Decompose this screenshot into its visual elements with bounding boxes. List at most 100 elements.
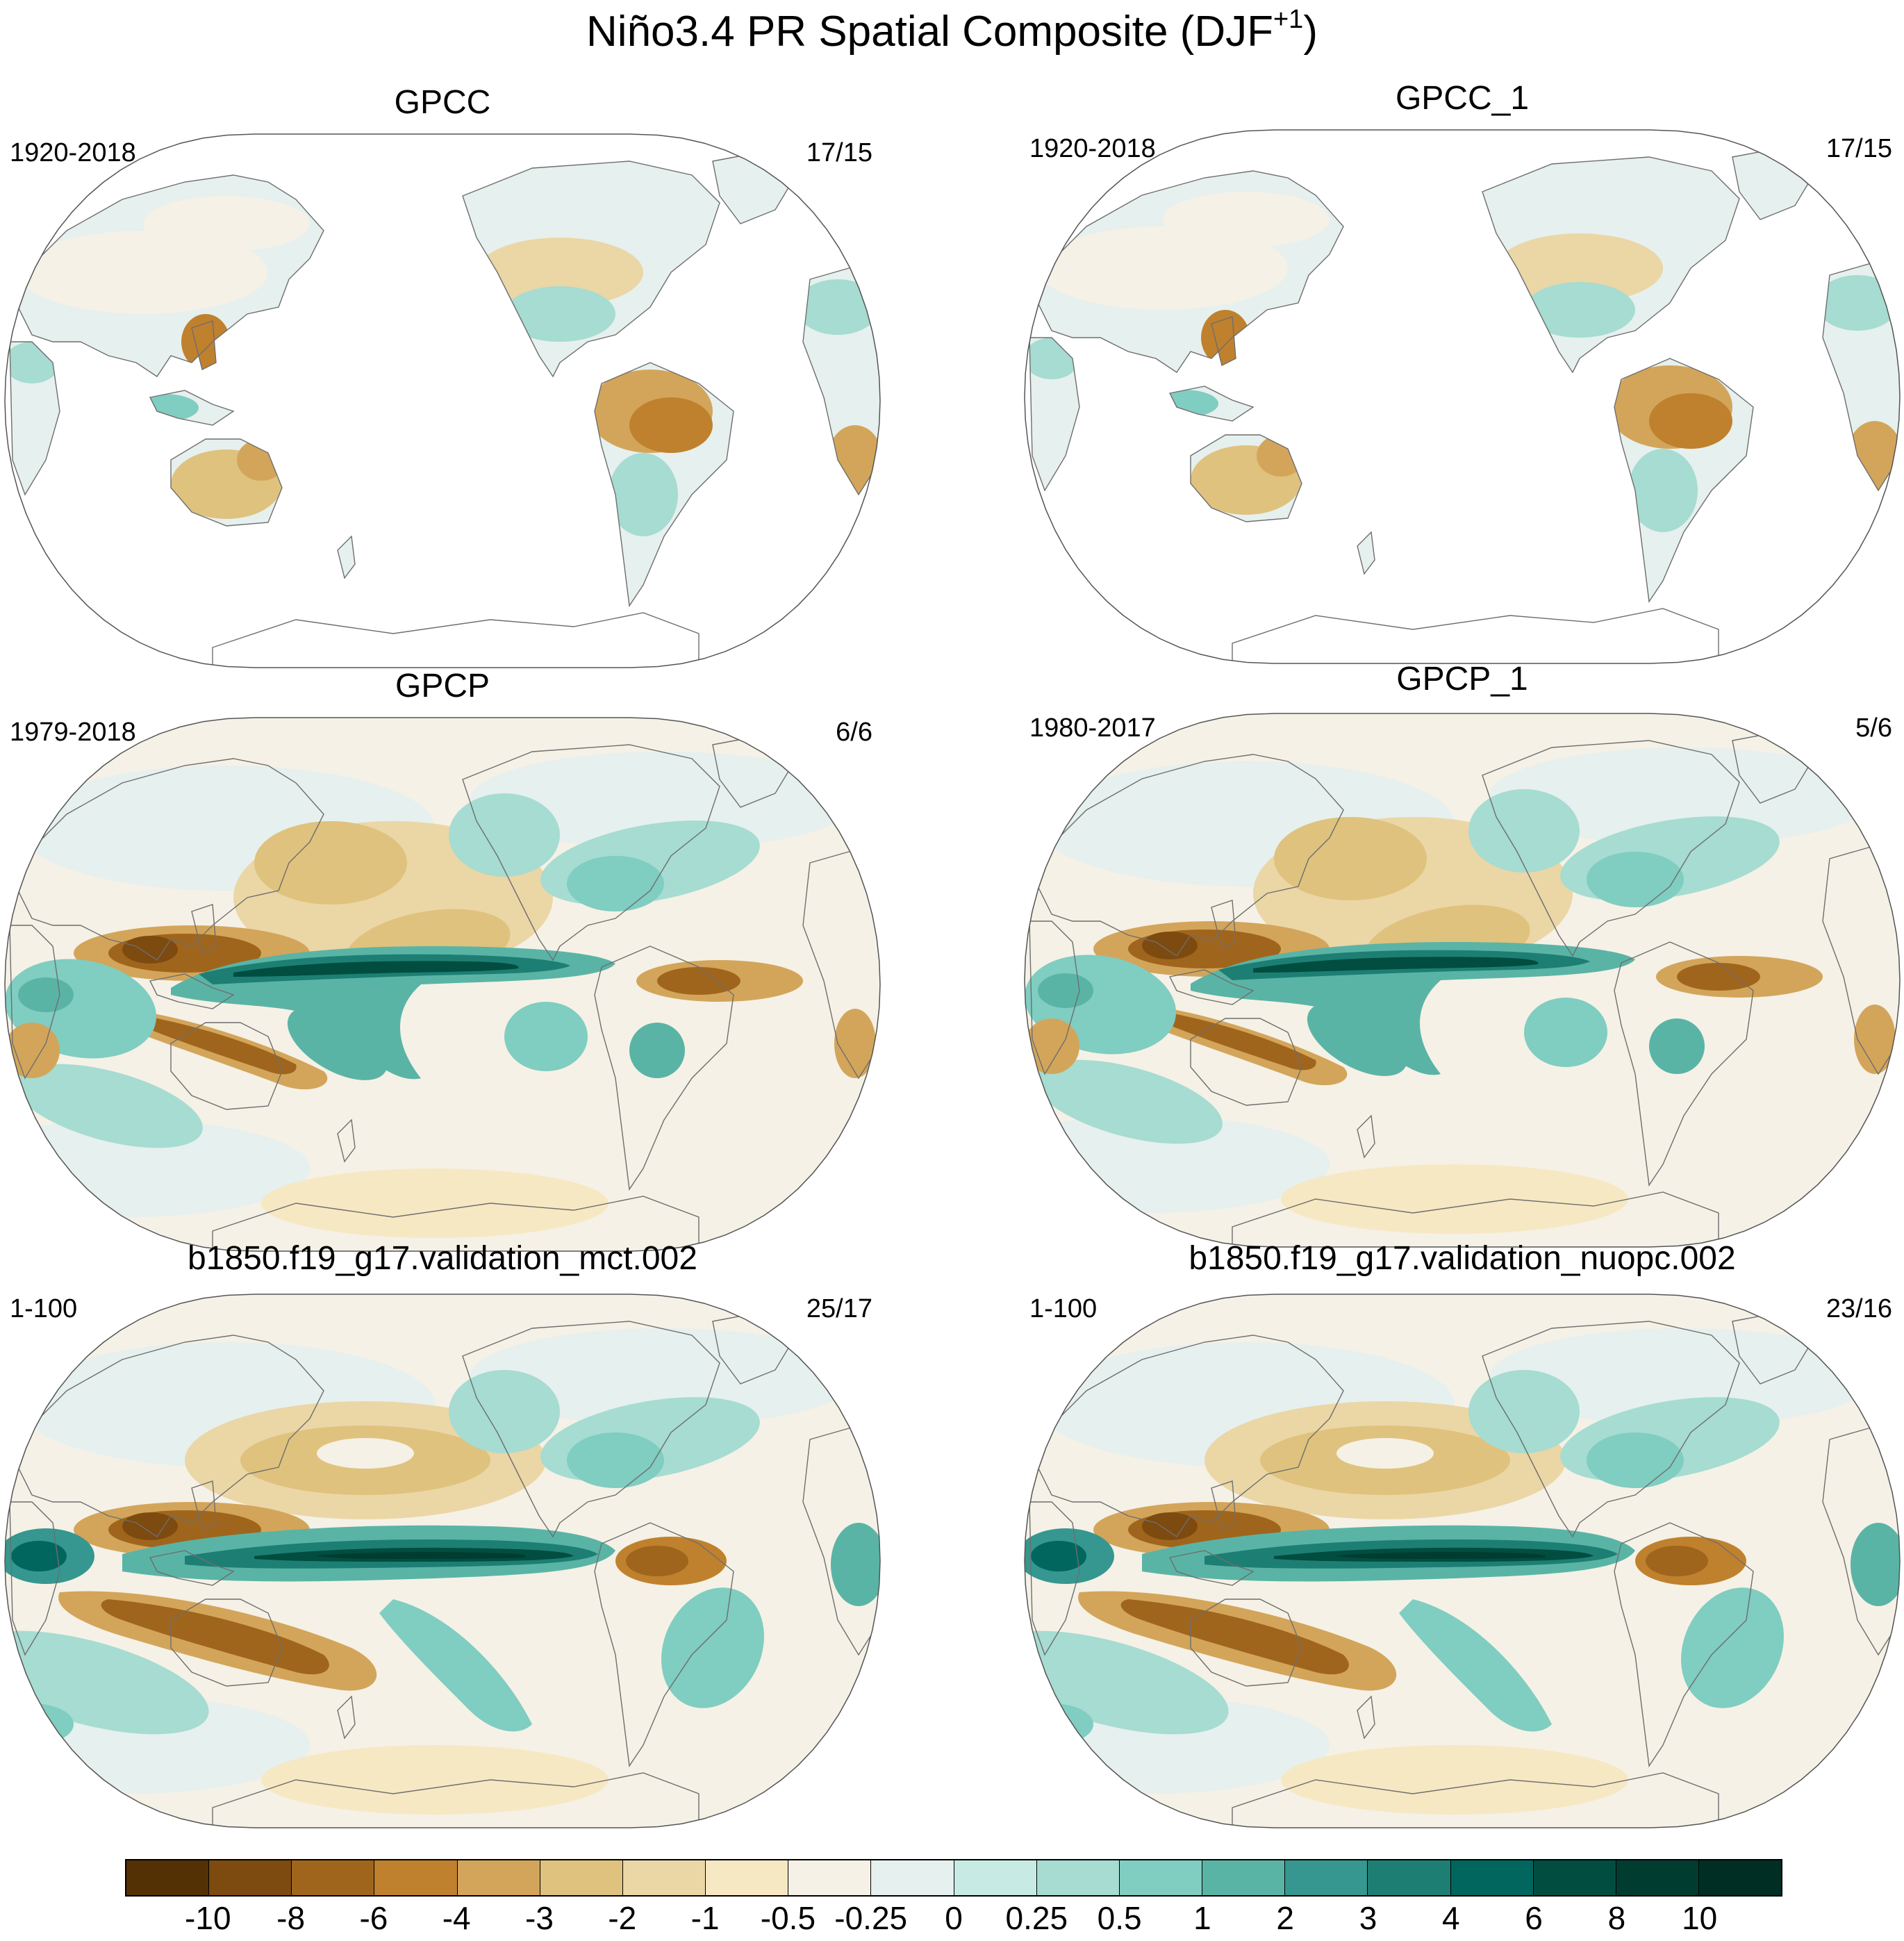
map-panel: GPCP 1979-2018 6/6 <box>4 668 907 1252</box>
north-pacific-dry-core <box>1274 817 1427 900</box>
east-pacific-wet-patch <box>1524 998 1607 1067</box>
equatorial-pacific-wet-peak <box>1336 1552 1546 1559</box>
new-zealand-landmass <box>1357 1114 1375 1159</box>
colorbar-swatch <box>540 1860 623 1895</box>
colorbar-tick-label: 0.5 <box>1097 1900 1142 1936</box>
colorbar-swatch <box>788 1860 872 1895</box>
south-atlantic-wet <box>661 1587 764 1708</box>
panel-count: 17/15 <box>1826 134 1892 163</box>
eurasia-landmass <box>17 1335 324 1537</box>
us-south-wet <box>567 1432 664 1488</box>
antarctica-landmass <box>1232 608 1719 663</box>
panel-count: 25/17 <box>806 1294 872 1323</box>
new-zealand-landmass <box>1357 1695 1375 1740</box>
antarctica-landmass <box>1232 1772 1719 1828</box>
gulf-alaska-wet <box>1468 789 1580 873</box>
map-boundary <box>1024 713 1901 1248</box>
precip-composite-map <box>4 133 881 668</box>
panel-period: 1-100 <box>10 1294 78 1323</box>
colorbar-swatch <box>1616 1860 1699 1895</box>
figure-title-superscript: +1 <box>1273 5 1304 34</box>
panel-title: GPCC_1 <box>1395 80 1530 117</box>
southern-africa-dry <box>1854 1005 1896 1074</box>
colorbar-swatch <box>1202 1860 1286 1895</box>
north-america-landmass <box>1482 740 1740 957</box>
new-zealand-landmass <box>337 535 356 579</box>
colorbar-tick-label: -0.5 <box>760 1900 816 1936</box>
us-south-wet <box>1524 282 1635 338</box>
southern-africa-dry <box>834 1009 876 1078</box>
gulf-alaska-wet <box>449 1370 560 1453</box>
map-boundary <box>1024 1294 1901 1828</box>
australia-landmass <box>170 1022 283 1110</box>
colorbar-tick-label: -6 <box>359 1900 388 1936</box>
coastlines <box>1029 146 1900 663</box>
indian-ocean-wet-core <box>1038 973 1093 1008</box>
map-field <box>1025 713 1900 1247</box>
west-pacific-dry-max <box>1142 932 1198 959</box>
eurasia-landmass <box>17 174 324 377</box>
south-indian-wet <box>5 1630 209 1735</box>
map-panel: GPCC 1920-2018 17/15 <box>4 84 907 668</box>
map-boundary <box>4 1294 881 1828</box>
north-america-landmass <box>1482 156 1740 374</box>
philippines-landmass <box>1211 316 1236 367</box>
figure-title-end: ) <box>1303 8 1318 56</box>
north-america-landmass <box>462 744 720 961</box>
west-pacific-dry-max <box>1142 1512 1198 1540</box>
colorbar-tick-label: -2 <box>608 1900 637 1936</box>
atlantic-arctic-weak-wet <box>470 752 859 849</box>
spcz-dry-core <box>1163 1011 1316 1071</box>
south-america-landmass <box>1614 358 1754 603</box>
southeast-south-america-wet <box>1649 1018 1705 1074</box>
south-indian-wet <box>14 1064 203 1148</box>
map-field <box>1025 1294 1900 1828</box>
colorbar-swatch <box>622 1860 706 1895</box>
panel-count: 17/15 <box>806 138 872 167</box>
australia-landmass <box>1190 434 1302 522</box>
southwest-indian-dry <box>1025 1018 1079 1074</box>
antarctica-landmass <box>212 1196 699 1251</box>
east-africa-wet <box>1816 275 1899 331</box>
africa-west-landmass <box>1029 1501 1080 1656</box>
maritime-continent-landmass <box>1168 1550 1255 1586</box>
panel-title: GPCP <box>395 668 490 704</box>
indian-ocean-wet-east-edge <box>1851 1523 1900 1606</box>
new-zealand-landmass <box>1357 531 1375 575</box>
maritime-continent-landmass <box>149 1550 235 1586</box>
spcz-dry-core <box>143 1016 297 1075</box>
us-south-wet <box>567 856 664 911</box>
precip-composite-map <box>4 1294 881 1828</box>
colorbar-tick-label: 1 <box>1193 1900 1211 1936</box>
coastlines <box>9 150 880 668</box>
colorbar-tick-label: -1 <box>690 1900 720 1936</box>
colorbar-swatch <box>1368 1860 1451 1895</box>
panel-count: 23/16 <box>1826 1294 1892 1323</box>
eurasia-landmass <box>1037 170 1344 373</box>
indian-ocean-wet-core <box>18 977 74 1012</box>
australia-landmass <box>170 438 283 527</box>
colorbar-swatch <box>1119 1860 1203 1895</box>
colorbar-swatch <box>954 1860 1037 1895</box>
colorbar-tick-label: -0.25 <box>834 1900 908 1936</box>
philippines-landmass <box>191 1480 217 1531</box>
south-pacific-wet-diagonal <box>1399 1599 1552 1732</box>
precip-composite-map <box>4 717 881 1252</box>
north-america-landmass <box>462 1321 720 1538</box>
southeast-south-america-wet <box>629 1023 685 1078</box>
precip-composite-map <box>1024 129 1901 664</box>
south-indian-wet <box>1025 1630 1229 1735</box>
colorbar-tick-label: 0.25 <box>1005 1900 1068 1936</box>
africa-west-landmass <box>9 925 60 1080</box>
north-pacific-neutral-center <box>317 1438 414 1469</box>
africa-west-landmass <box>1029 920 1080 1075</box>
map-field <box>5 1294 880 1828</box>
colorbar-swatch <box>126 1860 210 1895</box>
southeast-south-america-wet <box>1628 449 1698 532</box>
map-panel: GPCC_1 1920-2018 17/15 <box>1024 80 1904 664</box>
philippines-landmass <box>191 320 217 371</box>
eurasia-landmass <box>1037 754 1344 957</box>
map-field <box>5 718 880 1251</box>
south-pacific-wet-branch <box>1307 1002 1408 1076</box>
north-pacific-neutral-center <box>1336 1438 1434 1469</box>
